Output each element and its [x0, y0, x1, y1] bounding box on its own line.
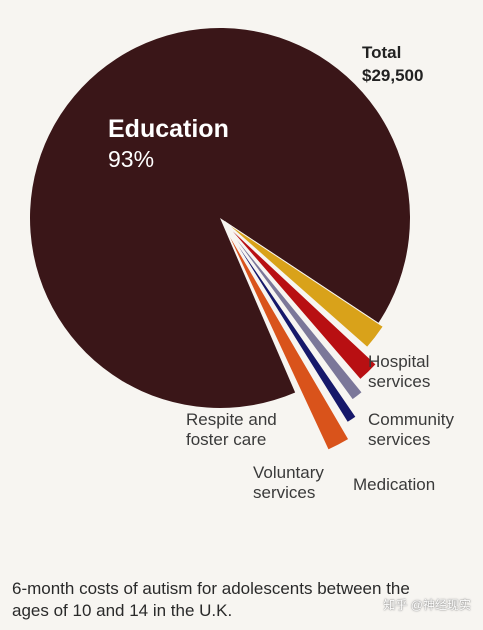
- slice-medication: [225, 225, 363, 401]
- figure-caption: 6-month costs of autism for adolescents …: [12, 578, 472, 622]
- slice-voluntary-services: [225, 226, 357, 424]
- slice-community-services: [225, 224, 377, 381]
- slice-label-medication: Medication: [353, 475, 435, 494]
- pie-slices: [29, 28, 410, 451]
- slice-label-voluntary-services: Voluntary services: [253, 463, 329, 502]
- slice-label-respite-and-foster-care: Respite and foster care: [186, 410, 281, 449]
- total-label: Total: [362, 43, 401, 62]
- slice-value-education: 93%: [108, 146, 154, 172]
- caption-line-2: ages of 10 and 14 in the U.K.: [12, 601, 233, 620]
- watermark: 知乎 @神经现实: [383, 598, 471, 612]
- caption-line-1: 6-month costs of autism for adolescents …: [12, 579, 410, 598]
- slice-respite-and-foster-care: [224, 227, 350, 451]
- slice-label-community-services: Community services: [368, 410, 459, 449]
- total-value: $29,500: [362, 66, 423, 85]
- slice-label-education: Education: [108, 115, 229, 143]
- slice-label-hospital-services: Hospital services: [368, 352, 434, 391]
- slice-hospital-services: [224, 221, 384, 349]
- pie-labels: Education 93% Total $29,500 Hospital ser…: [108, 43, 459, 502]
- slice-education: [29, 28, 410, 409]
- pie-chart: Education 93% Total $29,500 Hospital ser…: [29, 28, 459, 502]
